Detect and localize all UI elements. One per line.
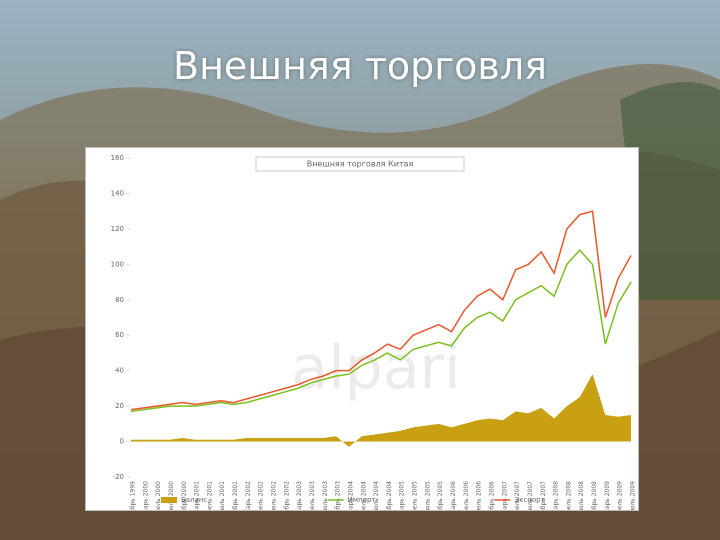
x-tick-label: Октябрь 2008 xyxy=(591,481,598,511)
x-tick-label: Январь 2006 xyxy=(450,481,457,511)
y-tick-label: 140 xyxy=(111,189,124,197)
x-tick-label: Апрель 2008 xyxy=(565,481,572,511)
y-tick-label: 80 xyxy=(115,296,124,304)
x-tick-label: Январь 2004 xyxy=(347,481,354,511)
x-tick-label: Январь 2003 xyxy=(296,481,303,511)
y-tick-label: 160 xyxy=(111,154,124,162)
x-tick-label: Апрель 2000 xyxy=(155,481,162,511)
x-tick-label: Октябрь 2004 xyxy=(386,481,393,511)
x-tick-label: Октябрь 2001 xyxy=(232,481,239,511)
chart: Внешняя торговля Китаяalpari-20020406080… xyxy=(85,147,639,511)
x-tick-label: Октябрь 1999 xyxy=(130,481,137,511)
x-tick-label: Январь 2009 xyxy=(604,481,611,511)
slide-title: Внешняя торговля xyxy=(173,44,547,88)
y-tick-label: 120 xyxy=(111,225,124,233)
x-tick-label: Июль 2008 xyxy=(578,481,585,511)
x-tick-label: Июль 2009 xyxy=(630,481,637,511)
x-tick-label: Октябрь 2007 xyxy=(540,481,547,511)
x-tick-label: Июль 2002 xyxy=(271,481,278,511)
x-tick-label: Январь 2008 xyxy=(553,481,560,511)
y-tick-label: 20 xyxy=(115,402,124,410)
x-tick-label: Октябрь 2002 xyxy=(283,481,290,511)
y-tick-label: 40 xyxy=(115,367,124,375)
x-tick-label: Апрель 2003 xyxy=(309,481,316,511)
y-tick-label: 0 xyxy=(120,438,124,446)
x-tick-label: Апрель 2004 xyxy=(360,481,367,511)
x-tick-label: Январь 2007 xyxy=(501,481,508,511)
x-tick-label: Апрель 2005 xyxy=(412,481,419,511)
line xyxy=(130,210,632,411)
x-tick-label: Апрель 2006 xyxy=(463,481,470,511)
x-tick-label: Июль 2007 xyxy=(527,481,534,511)
legend-label: Экспорт xyxy=(514,496,544,504)
x-tick-label: Апрель 2001 xyxy=(206,481,213,511)
x-tick-label: Октябрь 2006 xyxy=(488,481,495,511)
area xyxy=(131,374,631,447)
y-tick-label: -20 xyxy=(113,473,124,481)
x-tick-label: Июль 2003 xyxy=(322,481,329,511)
chart-title: Внешняя торговля Китая xyxy=(307,160,414,169)
x-tick-label: Январь 2005 xyxy=(399,481,406,511)
x-tick-label: Октябрь 2000 xyxy=(181,481,188,511)
chart-title-box xyxy=(255,156,465,172)
x-tick-label: Январь 2001 xyxy=(194,481,201,511)
legend-label: Импорт xyxy=(348,496,376,504)
legend-swatch xyxy=(161,497,177,503)
x-tick-label: Октябрь 2003 xyxy=(335,481,342,511)
x-tick-label: Апрель 2007 xyxy=(514,481,521,511)
x-tick-label: Октябрь 2005 xyxy=(437,481,444,511)
x-tick-label: Январь 2002 xyxy=(245,481,252,511)
x-tick-label: Июль 2001 xyxy=(219,481,226,511)
x-tick-label: Июль 2004 xyxy=(373,481,380,511)
x-tick-label: Апрель 2009 xyxy=(617,481,624,511)
legend-label: Баланс xyxy=(181,496,207,504)
y-tick-label: 60 xyxy=(115,331,124,339)
x-tick-label: Январь 2000 xyxy=(142,481,149,511)
x-tick-label: Июль 2005 xyxy=(424,481,431,511)
x-tick-label: Июль 2000 xyxy=(168,481,175,511)
y-tick-label: 100 xyxy=(111,260,124,268)
line xyxy=(130,249,632,413)
x-tick-label: Апрель 2002 xyxy=(258,481,265,511)
x-tick-label: Июль 2006 xyxy=(476,481,483,511)
